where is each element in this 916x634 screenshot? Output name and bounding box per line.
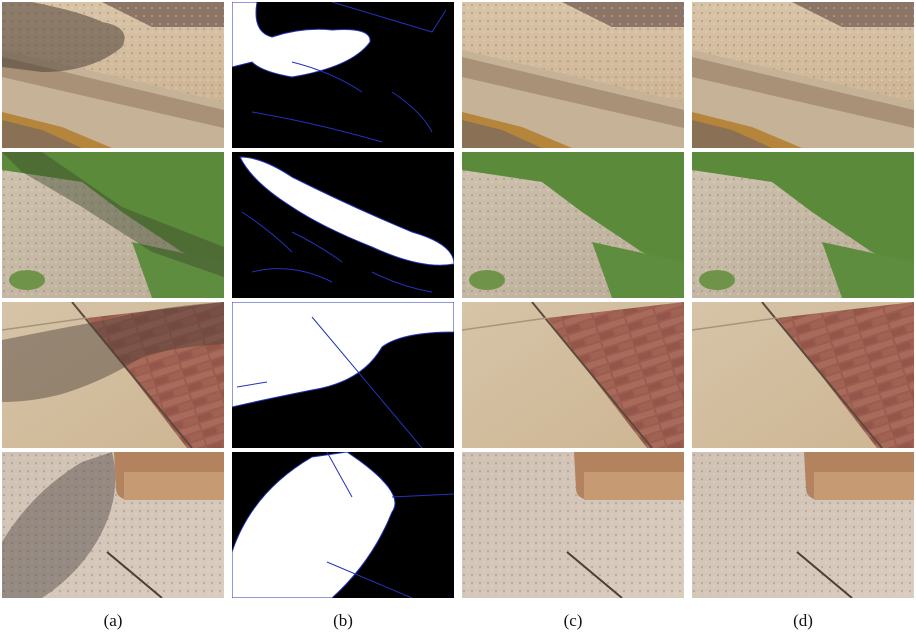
result-image bbox=[462, 2, 684, 148]
input-image bbox=[2, 2, 224, 148]
result-image bbox=[462, 452, 684, 598]
ground-truth-image bbox=[692, 2, 914, 148]
figure: (a) (b) (c) (d) bbox=[0, 0, 916, 634]
ground-truth-image bbox=[692, 152, 914, 298]
ground-truth-image bbox=[692, 452, 914, 598]
image-row-3 bbox=[2, 302, 914, 448]
caption: (a) bbox=[104, 611, 123, 630]
result-image bbox=[462, 302, 684, 448]
shadow-mask bbox=[232, 452, 454, 598]
result-image bbox=[462, 152, 684, 298]
shadow-mask bbox=[232, 302, 454, 448]
input-image bbox=[2, 152, 224, 298]
caption: (b) bbox=[333, 611, 353, 630]
image-row-4 bbox=[2, 452, 914, 598]
input-image bbox=[2, 452, 224, 598]
shadow-mask bbox=[232, 2, 454, 148]
shadow-mask bbox=[232, 152, 454, 298]
image-row-2 bbox=[2, 152, 914, 298]
image-row-1 bbox=[2, 2, 914, 148]
input-image bbox=[2, 302, 224, 448]
caption: (d) bbox=[793, 611, 813, 630]
ground-truth-image bbox=[692, 302, 914, 448]
caption: (c) bbox=[564, 611, 583, 630]
